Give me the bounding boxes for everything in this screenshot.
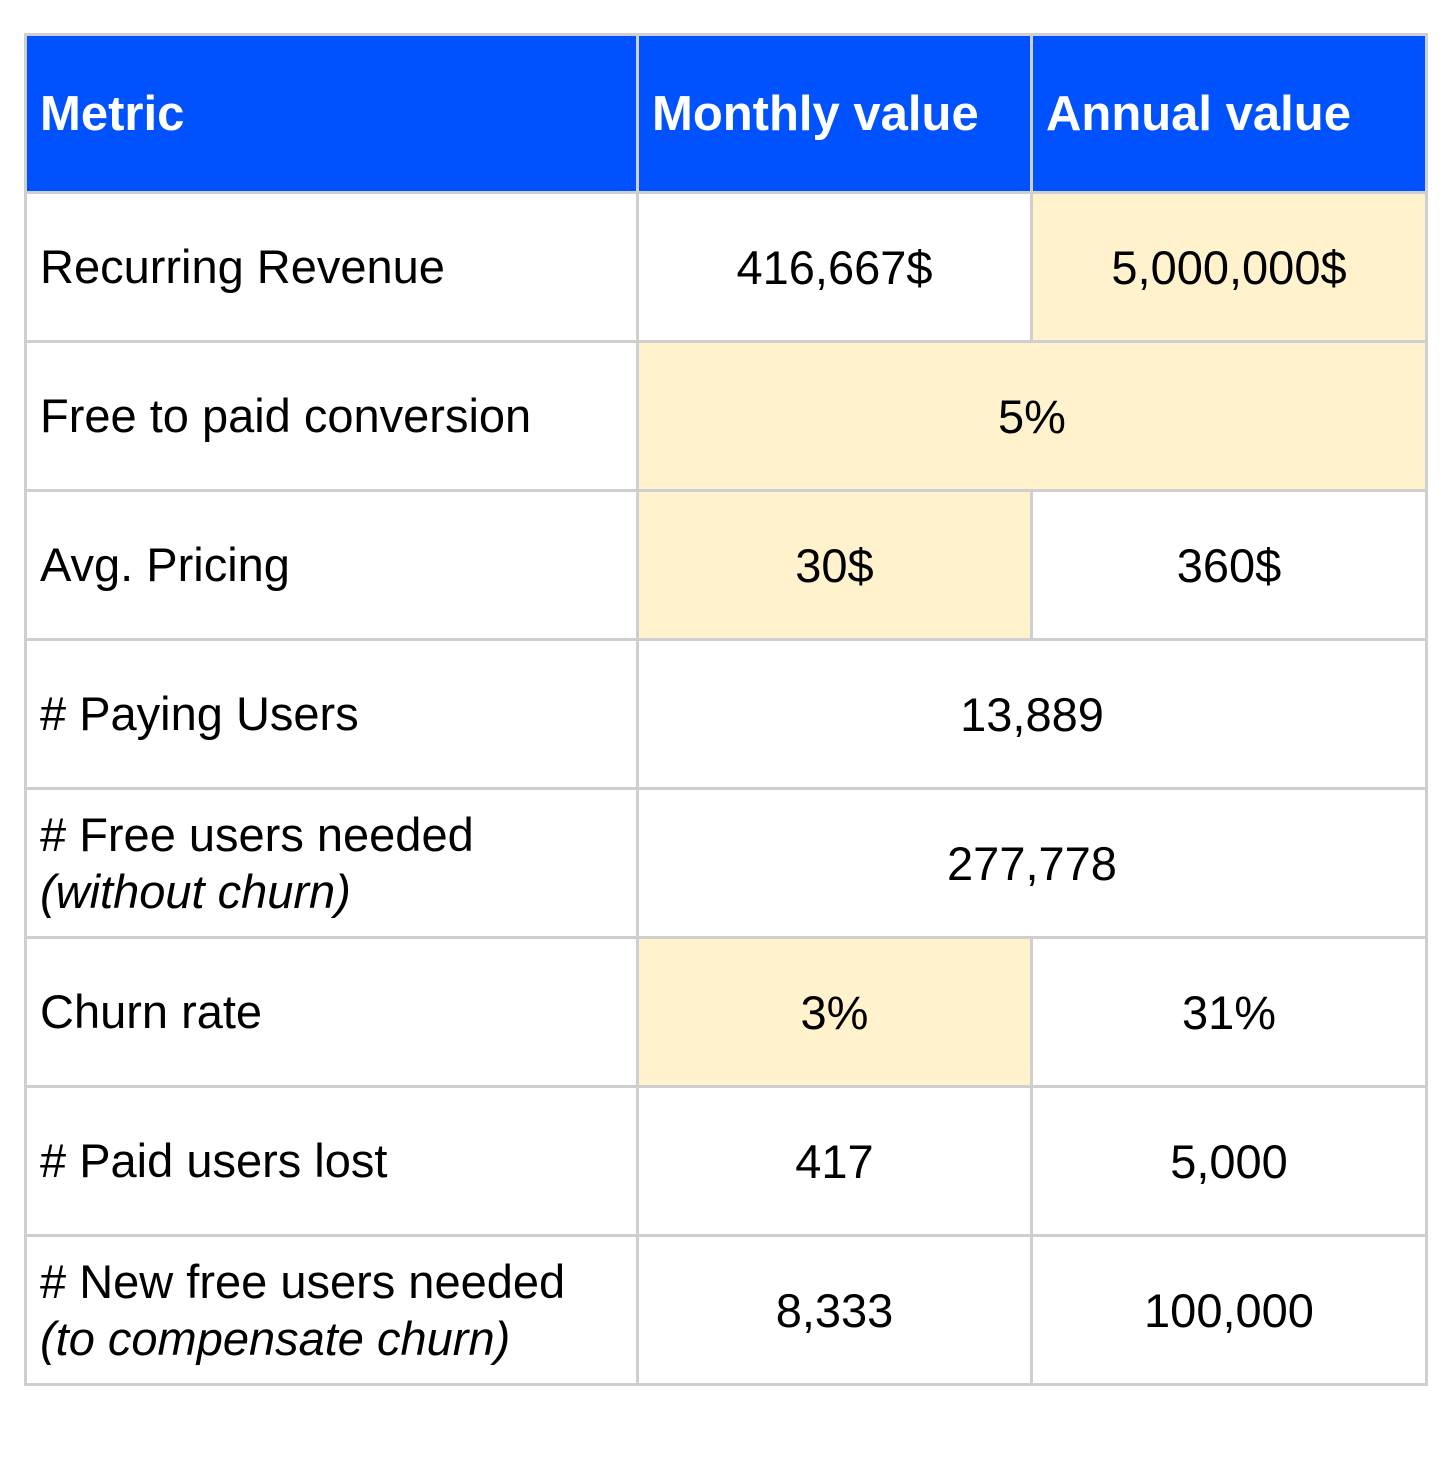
metric-label: # Paying Users	[24, 638, 639, 790]
combined-value-cell: 277,778	[636, 787, 1428, 939]
annual-value-cell: 100,000	[1030, 1234, 1428, 1386]
table-row: Free to paid conversion 5%	[24, 340, 1428, 492]
table-row: Churn rate 3% 31%	[24, 936, 1428, 1088]
metric-note: (to compensate churn)	[40, 1312, 511, 1365]
combined-value-cell: 5%	[636, 340, 1428, 492]
header-annual-value: Annual value	[1030, 33, 1428, 194]
metrics-table: Metric Monthly value Annual value Recurr…	[24, 33, 1428, 1386]
metric-label: Churn rate	[24, 936, 639, 1088]
table-row: # Free users needed (without churn) 277,…	[24, 787, 1428, 939]
table-row: Recurring Revenue 416,667$ 5,000,000$	[24, 191, 1428, 343]
table-row: # Paid users lost 417 5,000	[24, 1085, 1428, 1237]
metric-label: # Free users needed	[40, 807, 474, 861]
annual-value-cell: 31%	[1030, 936, 1428, 1088]
annual-value-cell: 5,000	[1030, 1085, 1428, 1237]
metric-label: Recurring Revenue	[24, 191, 639, 343]
monthly-value-cell: 416,667$	[636, 191, 1033, 343]
header-monthly-value: Monthly value	[636, 33, 1033, 194]
monthly-value-cell: 30$	[636, 489, 1033, 641]
combined-value-cell: 13,889	[636, 638, 1428, 790]
metric-label: # Paid users lost	[24, 1085, 639, 1237]
table-row: # Paying Users 13,889	[24, 638, 1428, 790]
annual-value-cell: 360$	[1030, 489, 1428, 641]
table-row: Avg. Pricing 30$ 360$	[24, 489, 1428, 641]
header-row: Metric Monthly value Annual value	[24, 33, 1428, 194]
metric-label: Avg. Pricing	[24, 489, 639, 641]
metric-label-cell: # New free users needed (to compensate c…	[24, 1234, 639, 1386]
monthly-value-cell: 417	[636, 1085, 1033, 1237]
table-row: # New free users needed (to compensate c…	[24, 1234, 1428, 1386]
monthly-value-cell: 8,333	[636, 1234, 1033, 1386]
monthly-value-cell: 3%	[636, 936, 1033, 1088]
metric-label: Free to paid conversion	[24, 340, 639, 492]
metric-label: # New free users needed	[40, 1254, 566, 1308]
metric-label-cell: # Free users needed (without churn)	[24, 787, 639, 939]
annual-value-cell: 5,000,000$	[1030, 191, 1428, 343]
metric-note: (without churn)	[40, 865, 351, 918]
header-metric: Metric	[24, 33, 639, 194]
